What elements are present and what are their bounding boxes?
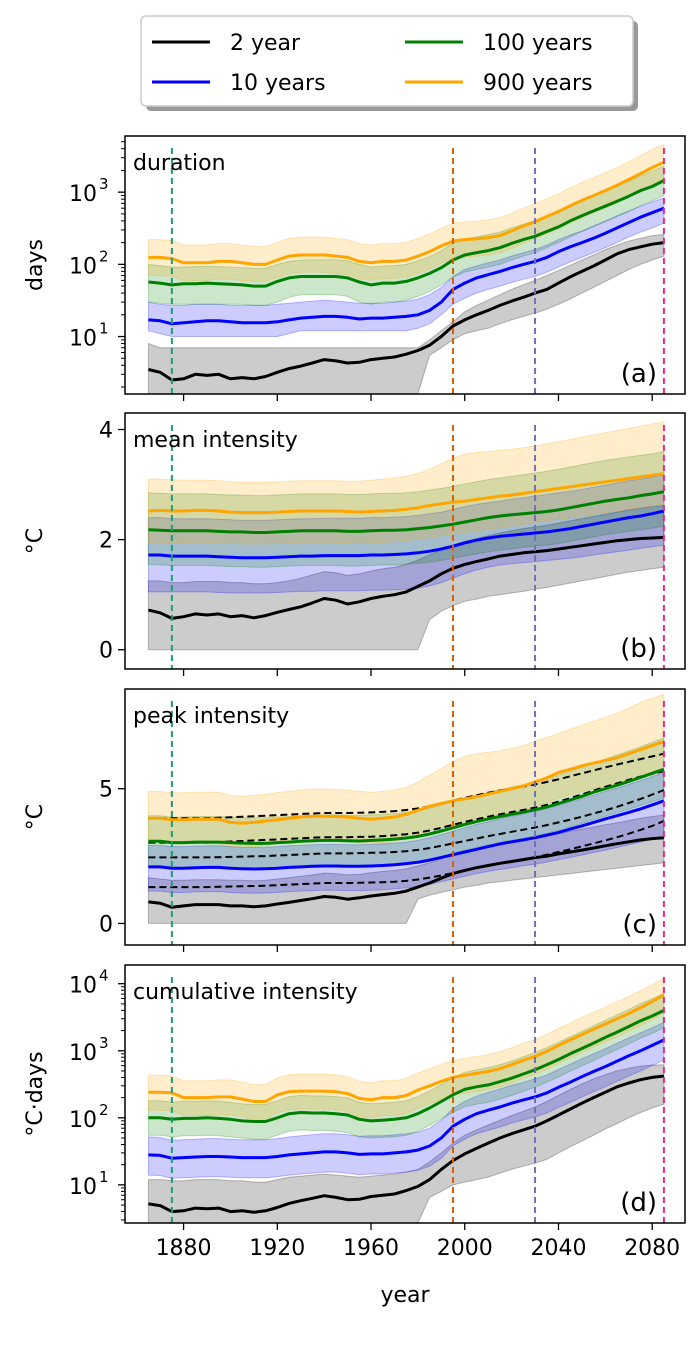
y-tick-label: 10 xyxy=(69,974,97,999)
series-line xyxy=(148,179,665,288)
series-line xyxy=(148,206,665,326)
panel-label: (a) xyxy=(621,359,657,389)
series-line xyxy=(148,535,664,620)
x-tick-label: 1920 xyxy=(249,1236,305,1261)
y-tick-label: 10 xyxy=(69,327,97,352)
x-tick-label: 1880 xyxy=(156,1236,212,1261)
y-tick-label: 10 xyxy=(69,182,97,207)
plot-area xyxy=(147,977,665,1223)
x-axis-label: year xyxy=(380,1283,430,1308)
y-tick-exponent: 3 xyxy=(99,1034,109,1052)
series-line xyxy=(148,799,665,871)
y-axis-label: °C xyxy=(23,528,48,554)
series-line xyxy=(148,993,665,1103)
y-tick-label: 10 xyxy=(69,254,97,279)
series-line xyxy=(148,241,665,382)
panel-frame xyxy=(124,412,686,670)
y-tick-exponent: 4 xyxy=(99,967,109,985)
y-tick-label: 0 xyxy=(99,639,113,664)
plot-area xyxy=(147,421,665,651)
x-axis-ticks: 1880 1920 1960 2000 2040 2080 xyxy=(156,1236,681,1261)
series-line xyxy=(148,1009,665,1123)
legend-label: 900 years xyxy=(483,71,593,96)
dashed-line xyxy=(148,789,665,859)
y-tick-label: 4 xyxy=(99,419,113,444)
panel-mean: 0 2 4 °C mean intensity (b) xyxy=(23,412,686,676)
y-axis-label: °C xyxy=(23,804,48,830)
y-tick-exponent: 2 xyxy=(99,1101,109,1119)
y-axis-label: days xyxy=(23,239,48,291)
series-line xyxy=(148,490,665,534)
y-tick-label: 5 xyxy=(99,778,113,803)
legend-label: 10 years xyxy=(230,71,326,96)
series-line xyxy=(148,472,665,515)
dashed-line xyxy=(148,752,665,820)
x-tick-label: 2040 xyxy=(530,1236,586,1261)
legend-frame xyxy=(140,15,634,107)
series-line xyxy=(148,740,665,825)
y-tick-label: 2 xyxy=(99,529,113,554)
y-tick-exponent: 1 xyxy=(99,320,109,338)
series-line xyxy=(148,160,665,266)
series-line xyxy=(148,836,665,909)
panel-label: (b) xyxy=(620,634,657,664)
panel-frame xyxy=(124,964,686,1224)
panel-title: duration xyxy=(133,151,226,176)
dashed-line xyxy=(148,820,665,889)
series-line xyxy=(148,1038,665,1160)
x-tick-label: 2000 xyxy=(437,1236,493,1261)
y-tick-exponent: 2 xyxy=(99,247,109,265)
dashed-line xyxy=(148,770,665,844)
legend: 2 year 10 years 100 years 900 years xyxy=(140,15,638,111)
series-line xyxy=(148,767,665,845)
y-tick-label: 0 xyxy=(99,912,113,937)
range-band xyxy=(147,1064,665,1223)
series-line xyxy=(148,1074,665,1214)
series-line xyxy=(148,509,665,560)
panel-title: mean intensity xyxy=(133,428,298,453)
x-tick-label: 2080 xyxy=(624,1236,680,1261)
legend-label: 100 years xyxy=(483,31,593,56)
panel-peak: 0 5 °C peak intensity (c) xyxy=(23,688,686,952)
y-tick-label: 10 xyxy=(69,1108,97,1133)
plot-area xyxy=(147,143,665,394)
y-tick-exponent: 1 xyxy=(99,1168,109,1186)
panel-label: (c) xyxy=(622,910,657,940)
y-tick-label: 10 xyxy=(69,1041,97,1066)
panel-label: (d) xyxy=(620,1188,657,1218)
y-tick-exponent: 3 xyxy=(99,175,109,193)
panel-title: cumulative intensity xyxy=(133,980,358,1005)
legend-label: 2 year xyxy=(230,31,301,56)
panel-frame xyxy=(124,688,686,946)
y-tick-label: 10 xyxy=(69,1175,97,1200)
y-axis-label: °C·days xyxy=(23,1051,48,1136)
range-band xyxy=(147,233,665,394)
panel-title: peak intensity xyxy=(133,704,289,729)
x-tick-label: 1960 xyxy=(343,1236,399,1261)
range-band xyxy=(147,165,665,306)
